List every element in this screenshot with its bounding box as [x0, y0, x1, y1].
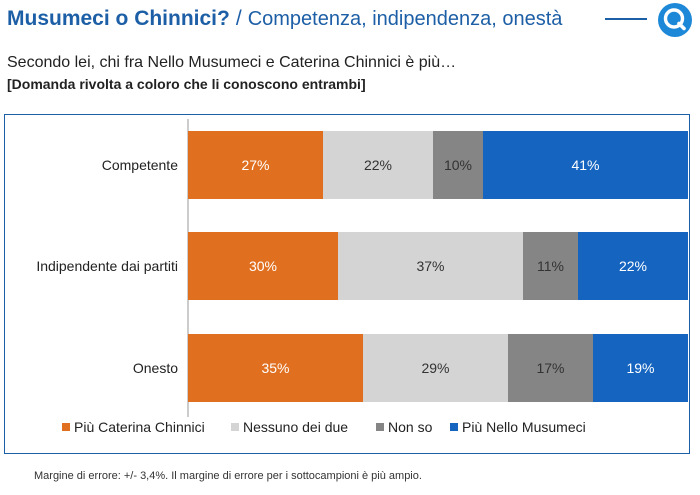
data-label: 22%: [619, 258, 647, 274]
bar-segment: [508, 334, 593, 402]
category-label: Onesto: [133, 360, 178, 376]
bar-segment: [323, 131, 433, 199]
data-label: 29%: [421, 360, 449, 376]
bar-segment: [363, 334, 508, 402]
title-row: Musumeci o Chinnici? / Competenza, indip…: [7, 4, 562, 34]
data-label: 10%: [444, 157, 472, 173]
legend-label: Più Caterina Chinnici: [74, 419, 205, 435]
data-label: 41%: [571, 157, 599, 173]
legend-swatch: [231, 423, 239, 431]
data-label: 27%: [241, 157, 269, 173]
data-label: 19%: [626, 360, 654, 376]
legend-label: Non so: [388, 419, 433, 435]
category-label: Competente: [102, 157, 178, 173]
bar-segment: [483, 131, 688, 199]
footer-note: Margine di errore: +/- 3,4%. Il margine …: [34, 470, 422, 482]
title-rule: [605, 18, 647, 20]
chart-title: Musumeci o Chinnici?: [7, 7, 230, 30]
legend-swatch: [62, 423, 70, 431]
title-separator: /: [235, 7, 242, 30]
bar-segment: [593, 334, 688, 402]
bar-segment: [523, 232, 578, 300]
legend-swatch: [450, 423, 458, 431]
stacked-bar-chart: Competente 27% 22% 10% 41% Indipendente dai p…: [36, 119, 688, 435]
bar-segment: [578, 232, 688, 300]
data-label: 22%: [364, 157, 392, 173]
legend-label: Più Nello Musumeci: [462, 419, 586, 435]
chart-frame: Competente 27% 22% 10% 41% Indipendente dai p…: [4, 114, 690, 454]
data-label: 17%: [536, 360, 564, 376]
chart-subtitle: Competenza, indipendenza, onestà: [247, 7, 563, 30]
data-label: 30%: [249, 258, 277, 274]
bar-segment: [433, 131, 483, 199]
data-label: 37%: [416, 258, 444, 274]
legend-swatch: [376, 423, 384, 431]
question-text: Secondo lei, chi fra Nello Musumeci e Ca…: [7, 54, 457, 71]
bar-segment: [188, 232, 338, 300]
search-q-icon: [658, 3, 692, 37]
question-note: [Domanda rivolta a coloro che li conosco…: [7, 76, 366, 92]
bar-segment: [188, 131, 323, 199]
data-label: 35%: [261, 360, 289, 376]
legend-label: Nessuno dei due: [243, 419, 348, 435]
bar-segment: [338, 232, 523, 300]
category-label: Indipendente dai partiti: [36, 258, 178, 274]
data-label: 11%: [537, 258, 564, 274]
bar-segment: [188, 334, 363, 402]
